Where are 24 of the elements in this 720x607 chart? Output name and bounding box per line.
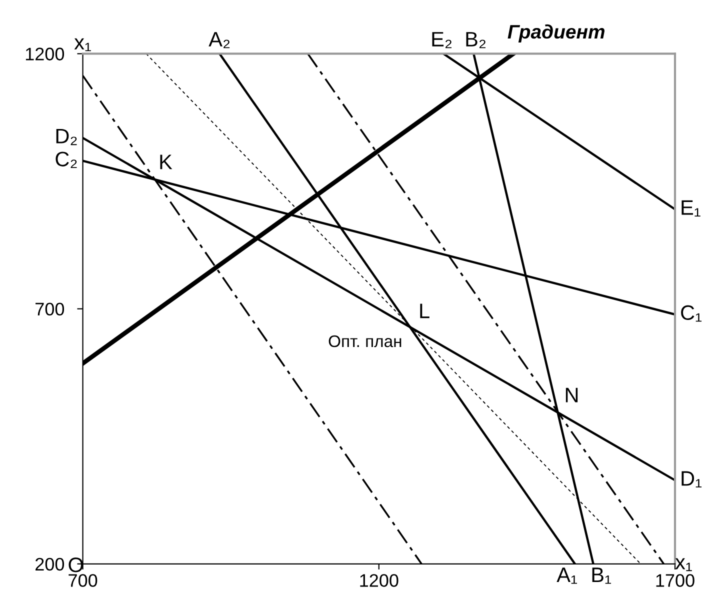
annotation: A₂ (208, 32, 230, 48)
annotation: B₂ (466, 32, 486, 48)
annotation: N (566, 388, 578, 402)
y-tick-label: 1200 (26, 48, 64, 60)
annotation: A₁ (556, 568, 578, 584)
series-label: Градиент (508, 24, 604, 42)
annotation: Опт. план (328, 335, 402, 348)
x-tick-label: 1700 (656, 574, 694, 587)
x-tick-label: 1200 (360, 574, 398, 587)
x-tick-label: 700 (68, 574, 98, 587)
annotation: D₁ (682, 471, 702, 488)
y-axis-title: x₁ (74, 38, 91, 52)
annotation: C₁ (681, 305, 702, 322)
y-tick-label: 700 (36, 302, 64, 316)
annotation: K (160, 154, 172, 170)
annotation: L (420, 304, 430, 318)
annotation: D₂ (56, 128, 77, 146)
y-tick-label: 200 (36, 558, 64, 571)
annotation: O (68, 558, 83, 572)
x-axis-title: x₁ (675, 558, 692, 572)
annotation: C₂ (56, 152, 77, 168)
annotation: E₂ (432, 32, 452, 48)
annotation: E₁ (682, 200, 700, 216)
annotation: B₁ (592, 568, 612, 584)
